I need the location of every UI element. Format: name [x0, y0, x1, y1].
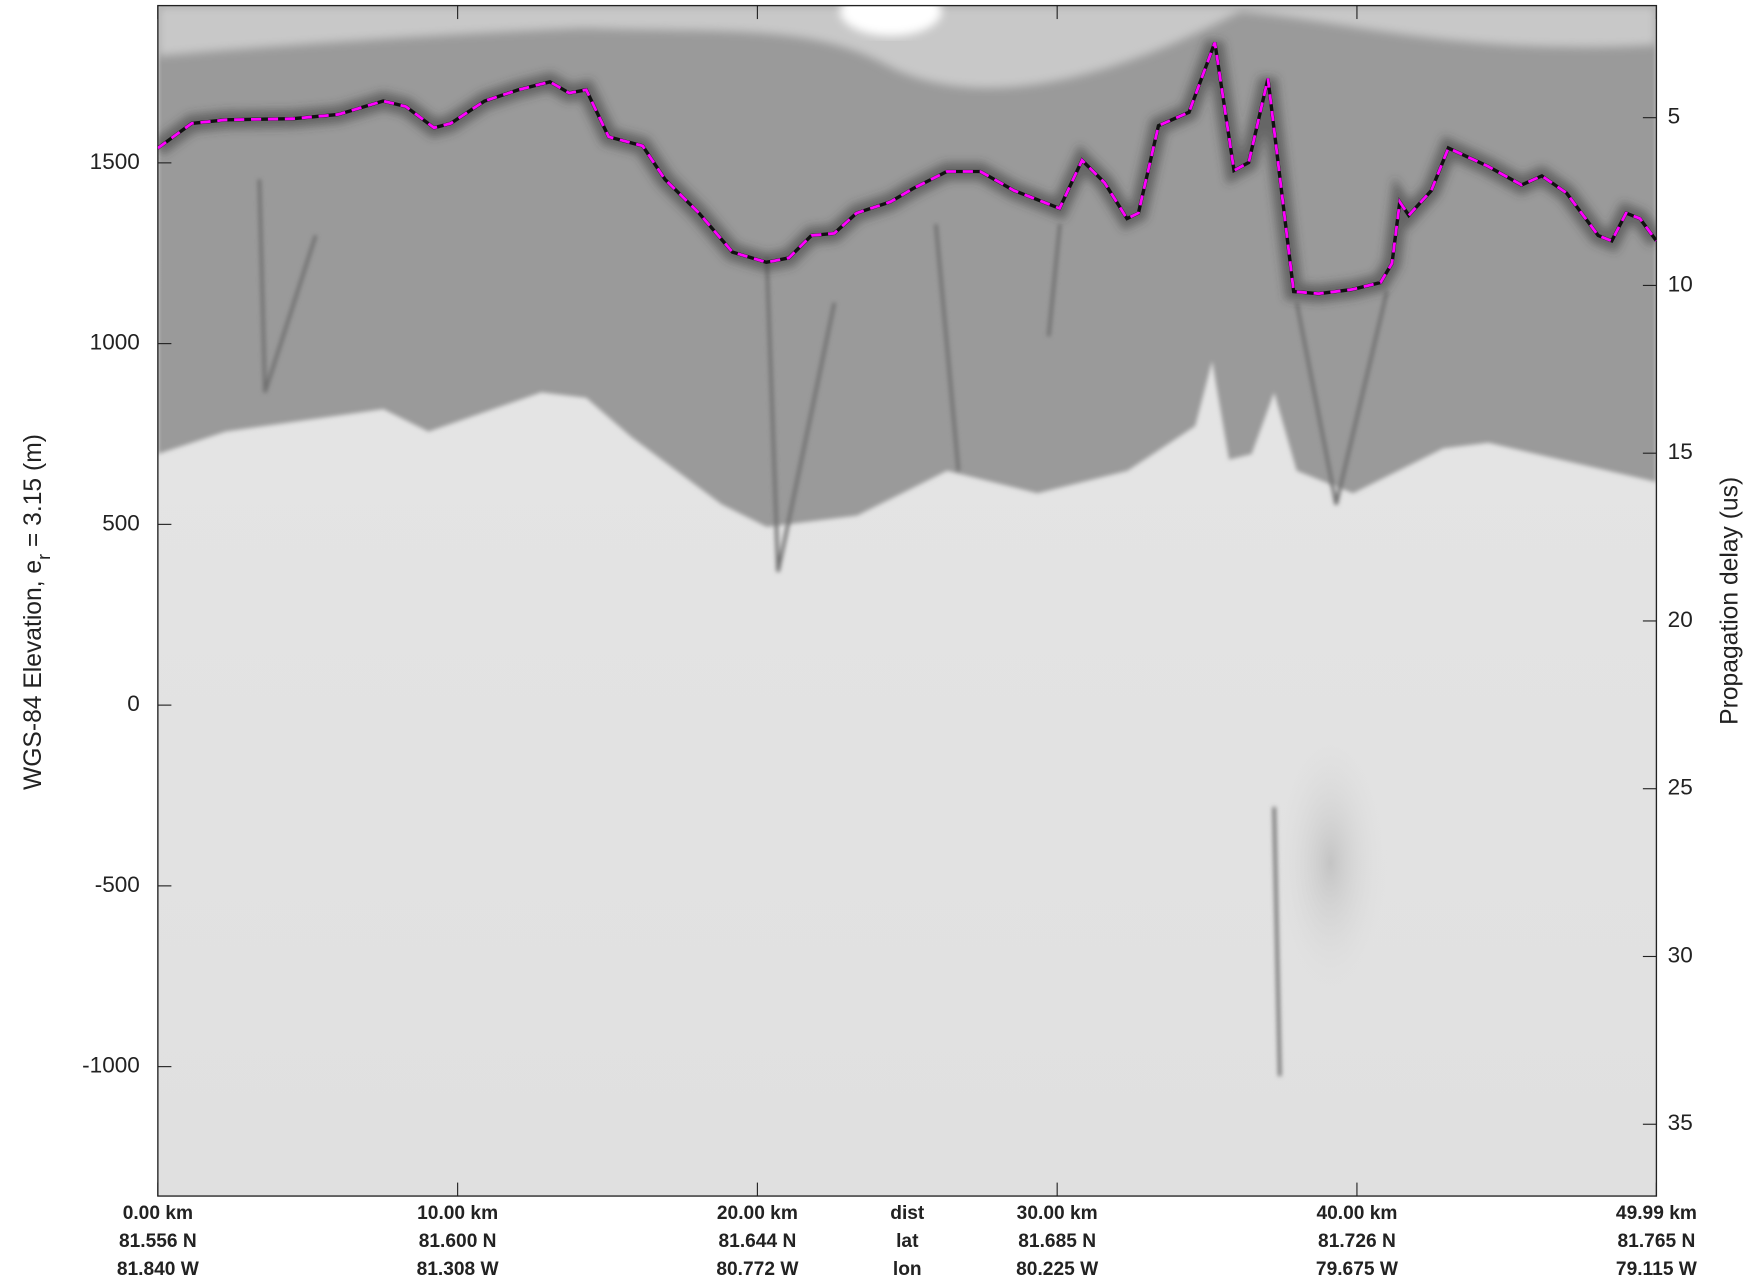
- y-tick-label: 500: [102, 510, 140, 535]
- x-tick-label: 30.00 km: [1017, 1203, 1098, 1224]
- lon-label: 80.225 W: [1016, 1259, 1099, 1279]
- y-axis-title: WGS-84 Elevation, er = 3.15 (m): [19, 434, 54, 790]
- lon-label: 79.675 W: [1316, 1259, 1399, 1279]
- lon-label: 80.772 W: [716, 1259, 799, 1279]
- x-tick-label: 49.99 km: [1616, 1203, 1697, 1224]
- y2-tick-label: 35: [1668, 1110, 1693, 1135]
- y2-tick-label: 25: [1668, 775, 1693, 800]
- y2-tick-label: 5: [1668, 104, 1681, 129]
- echo-bright-spot: [840, 5, 942, 36]
- echo-deep-feature: [1274, 728, 1387, 998]
- lon-label: 79.115 W: [1616, 1259, 1698, 1279]
- y2-tick-label: 10: [1668, 271, 1693, 296]
- y2-tick-label: 15: [1668, 439, 1693, 464]
- y-tick-label: -500: [95, 872, 140, 897]
- y-title-rest: = 3.15 (m): [19, 434, 46, 554]
- echo-top-bright: [157, 5, 1657, 88]
- lat-label: 81.644 N: [719, 1231, 797, 1252]
- lat-label: 81.765 N: [1618, 1231, 1696, 1252]
- echo-hyperbolas: [257, 179, 1389, 1077]
- lat-label: 81.556 N: [119, 1231, 197, 1252]
- y-title-subscript: r: [34, 554, 54, 560]
- lon-label: 81.840 W: [117, 1259, 200, 1279]
- y-title-main: WGS-84 Elevation, e: [19, 560, 46, 790]
- x-row-name: dist: [890, 1203, 925, 1224]
- x-tick-label: 0.00 km: [123, 1203, 193, 1224]
- x-row-name: lat: [896, 1231, 919, 1252]
- y-tick-label: 1500: [90, 149, 140, 174]
- y-tick-label: 0: [127, 691, 140, 716]
- y2-tick-label: 20: [1668, 607, 1693, 632]
- surface-line: [157, 41, 1657, 296]
- y2-axis-title: Propagation delay (us): [1716, 477, 1743, 725]
- lat-label: 81.685 N: [1018, 1231, 1096, 1252]
- lat-label: 81.726 N: [1318, 1231, 1396, 1252]
- y-tick-label: -1000: [82, 1053, 140, 1078]
- x-tick-label: 20.00 km: [717, 1203, 798, 1224]
- y2-tick-label: 30: [1668, 942, 1693, 967]
- x-row-name: lon: [893, 1259, 922, 1279]
- plot-frame: [157, 4, 1658, 1197]
- x-tick-label: 40.00 km: [1316, 1203, 1397, 1224]
- lat-label: 81.600 N: [419, 1231, 497, 1252]
- y-tick-label: 1000: [90, 330, 140, 355]
- lon-label: 81.308 W: [417, 1259, 500, 1279]
- x-tick-label: 10.00 km: [417, 1203, 498, 1224]
